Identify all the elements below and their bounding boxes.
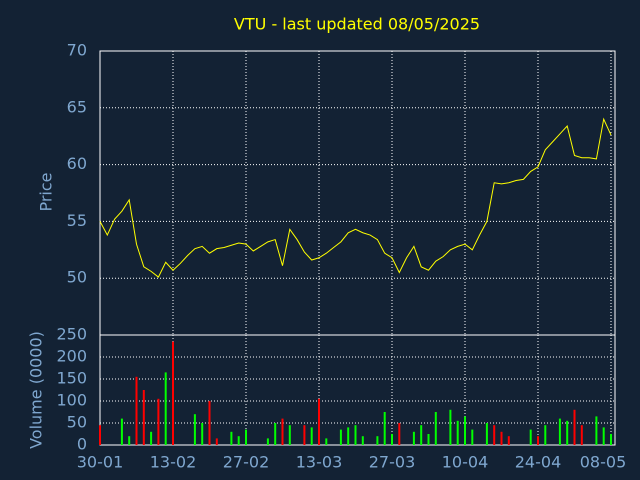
volume-bar [580, 425, 583, 445]
volume-bar [449, 409, 452, 445]
volume-bar [398, 423, 401, 445]
volume-bar [376, 436, 379, 445]
volume-bar [339, 429, 342, 445]
volume-bar [500, 431, 503, 445]
volume-bar [318, 398, 320, 445]
volume-bar [281, 418, 284, 445]
plot-frame [99, 334, 616, 446]
volume-bar [193, 414, 196, 445]
volume-bar [427, 434, 430, 445]
x-tick-label: 30-01 [77, 453, 124, 472]
y-tick-label: 100 [56, 391, 87, 410]
y-tick-label: 50 [67, 413, 87, 432]
volume-bar [230, 431, 233, 445]
y-tick-label: 60 [67, 154, 87, 173]
volume-bar [573, 409, 576, 445]
volume-bar [464, 416, 466, 445]
volume-bar [529, 429, 532, 445]
volume-bar [537, 436, 539, 445]
volume-bar [164, 372, 167, 445]
volume-bar [128, 436, 131, 445]
x-tick-label: 24-04 [515, 453, 562, 472]
volume-bar [347, 427, 350, 445]
y-tick-label: 150 [56, 369, 87, 388]
x-tick-label: 27-03 [369, 453, 416, 472]
y-axis-label: Price [37, 172, 56, 211]
volume-bar [274, 423, 277, 445]
volume-bar [485, 423, 488, 445]
x-tick-label: 08-05 [580, 453, 627, 472]
volume-bar [354, 425, 357, 445]
y-tick-label: 65 [67, 97, 87, 116]
volume-bar [544, 425, 547, 445]
x-tick-label: 13-02 [150, 453, 197, 472]
volume-bar [595, 416, 598, 445]
volume-bar [150, 431, 153, 445]
volume-bar [412, 431, 415, 445]
volume-bar [434, 412, 437, 445]
x-tick-label: 13-03 [296, 453, 343, 472]
volume-bar [391, 434, 393, 445]
volume-bar [201, 423, 204, 445]
volume-bar [471, 429, 474, 445]
price-line [99, 117, 612, 278]
volume-bar [566, 420, 569, 445]
volume-bar [303, 425, 306, 445]
y-tick-label: 200 [56, 347, 87, 366]
volume-bar [361, 436, 364, 445]
volume-bar [602, 427, 605, 445]
x-tick-label: 10-04 [442, 453, 489, 472]
y-tick-label: 50 [67, 268, 87, 287]
chart-title: VTU - last updated 08/05/2025 [234, 15, 480, 34]
volume-bar [610, 434, 612, 445]
y-tick-label: 250 [56, 325, 87, 344]
volume-bar [157, 398, 160, 445]
y-tick-label: 70 [67, 41, 87, 60]
volume-bar [266, 438, 269, 445]
y-axis-label: Volume (0000) [27, 331, 46, 449]
volume-bar [135, 376, 138, 445]
volume-bar [558, 418, 561, 445]
y-tick-label: 55 [67, 211, 87, 230]
volume-bar [120, 418, 123, 445]
volume-bar [310, 427, 313, 445]
volume-bar [456, 420, 459, 445]
y-tick-label: 0 [77, 435, 87, 454]
x-tick-label: 27-02 [223, 453, 270, 472]
volume-bar [420, 425, 423, 445]
volume-bar [507, 436, 510, 445]
volume-bar [208, 401, 211, 445]
volume-bar [288, 425, 291, 445]
volume-bar [237, 436, 240, 445]
volume-bar [215, 438, 218, 445]
volume-bar [325, 438, 328, 445]
volume-bar [142, 390, 145, 445]
volume-bar [493, 425, 496, 445]
volume-bar [383, 412, 386, 445]
volume-bar [245, 429, 247, 445]
volume-bar [99, 425, 101, 445]
volume-bar [172, 341, 174, 445]
